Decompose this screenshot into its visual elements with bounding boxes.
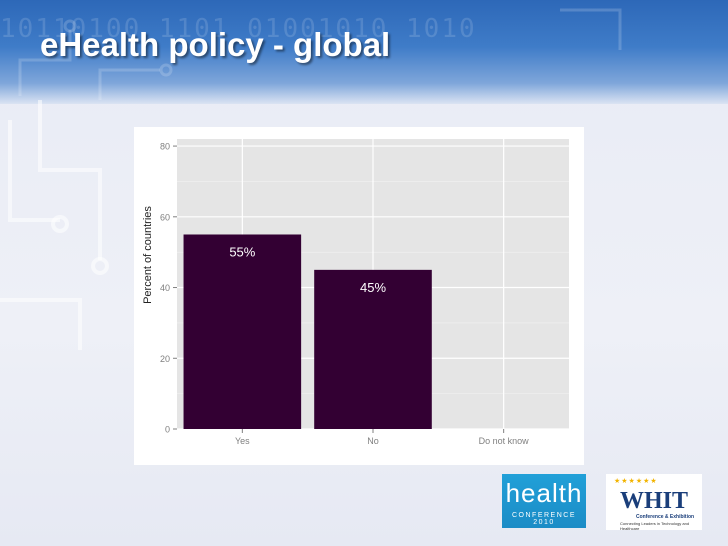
bar-chart: 0 20 40 60 80 Yes No Do not know 55% 45% Percen…	[142, 139, 569, 446]
x-tick-label: Yes	[235, 436, 250, 446]
x-tick-label: No	[367, 436, 379, 446]
bar	[183, 234, 302, 429]
whit-logo-tagline: Conference & Exhibition	[636, 514, 695, 520]
health-logo-subtitle: CONFERENCE 2010	[511, 512, 576, 526]
bars	[183, 234, 432, 429]
x-tick-label: Do not know	[479, 436, 530, 446]
y-axis-ticks: 0 20 40 60 80	[160, 142, 177, 435]
whit-logo-word: WHIT	[620, 488, 689, 514]
chart-card: 0 20 40 60 80 Yes No Do not know 55% 45% Percen…	[134, 127, 584, 465]
y-tick-label: 0	[165, 425, 170, 435]
header-circuit-decoration	[18, 8, 622, 100]
slide-title: eHealth policy - global	[40, 26, 391, 63]
x-axis-ticks: Yes No Do not know	[235, 429, 529, 446]
y-tick-label: 80	[160, 142, 170, 152]
y-axis-label: Percent of countries	[142, 206, 154, 304]
slide-header: 10110100 1101 01001010 1010 eHealth poli…	[0, 0, 728, 104]
health-logo-word: health	[505, 478, 583, 508]
y-tick-label: 60	[160, 212, 170, 222]
bar-value-label: 45%	[360, 280, 386, 295]
whit-stars-icon: ★★★★★★	[614, 478, 658, 485]
y-tick-label: 20	[160, 354, 170, 364]
y-tick-label: 40	[160, 283, 170, 293]
health-conference-logo: health CONFERENCE 2010	[502, 474, 586, 528]
whit-logo-subtagline: Connecting Leaders in Technology and Hea…	[620, 521, 690, 531]
bar-value-label: 55%	[229, 244, 255, 259]
data-labels: 55% 45%	[229, 244, 386, 294]
bar	[314, 269, 432, 429]
whit-logo: ★★★★★★ WHIT Conference & Exhibition Conn…	[606, 474, 702, 531]
left-circuit-decoration	[0, 100, 109, 350]
header-binary-pattern: 10110100 1101 01001010 1010	[0, 14, 477, 44]
